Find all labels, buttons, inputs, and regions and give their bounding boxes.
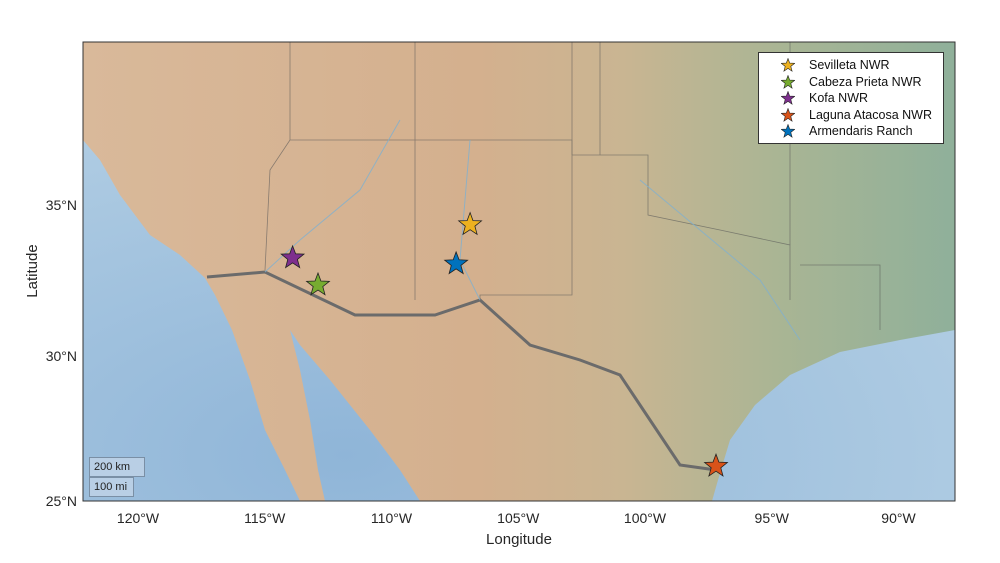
x-tick-label: 120°W <box>117 510 160 526</box>
y-tick-label: 30°N <box>46 348 77 364</box>
x-tick-label: 105°W <box>497 510 540 526</box>
land-mass <box>83 42 955 501</box>
star-icon <box>781 91 795 106</box>
legend-label: Cabeza Prieta NWR <box>809 74 922 89</box>
rivers <box>264 119 801 341</box>
x-tick-label: 95°W <box>755 510 790 526</box>
legend-label: Kofa NWR <box>809 91 869 106</box>
site-marker-kofa-nwr[interactable] <box>280 244 306 269</box>
legend-item[interactable]: Armendaris Ranch <box>759 123 943 140</box>
site-marker-sevilleta-nwr[interactable] <box>457 211 483 236</box>
x-tick-label: 90°W <box>881 510 916 526</box>
scalebar-mi: 100 mi <box>89 477 134 497</box>
star-icon <box>781 124 795 139</box>
legend-label: Armendaris Ranch <box>809 124 913 139</box>
us-mexico-border <box>206 270 717 472</box>
x-tick-label: 115°W <box>244 510 286 526</box>
site-marker-cabeza-prieta-nwr[interactable] <box>305 271 331 296</box>
y-axis-label: Latitude <box>24 244 41 297</box>
y-tick-label: 35°N <box>46 197 77 213</box>
legend-label: Sevilleta NWR <box>809 58 890 73</box>
axes-frame <box>82 41 956 502</box>
x-axis-label: Longitude <box>486 531 552 548</box>
legend: Sevilleta NWR Cabeza Prieta NWR Kofa NWR La… <box>758 52 944 144</box>
site-marker-laguna-atacosa-nwr[interactable] <box>703 453 729 477</box>
scalebar-km: 200 km <box>89 457 145 477</box>
legend-item[interactable]: Cabeza Prieta NWR <box>759 74 943 91</box>
legend-item[interactable]: Laguna Atacosa NWR <box>759 107 943 124</box>
legend-item[interactable]: Kofa NWR <box>759 90 943 107</box>
star-icon <box>781 58 795 73</box>
x-tick-label: 110°W <box>371 510 413 526</box>
star-icon <box>781 107 795 122</box>
x-tick-label: 100°W <box>624 510 667 526</box>
y-tick-label: 25°N <box>46 493 77 509</box>
site-marker-armendaris-ranch[interactable] <box>443 250 469 275</box>
legend-label: Laguna Atacosa NWR <box>809 107 932 122</box>
legend-item[interactable]: Sevilleta NWR <box>759 57 943 74</box>
star-icon <box>781 74 795 89</box>
